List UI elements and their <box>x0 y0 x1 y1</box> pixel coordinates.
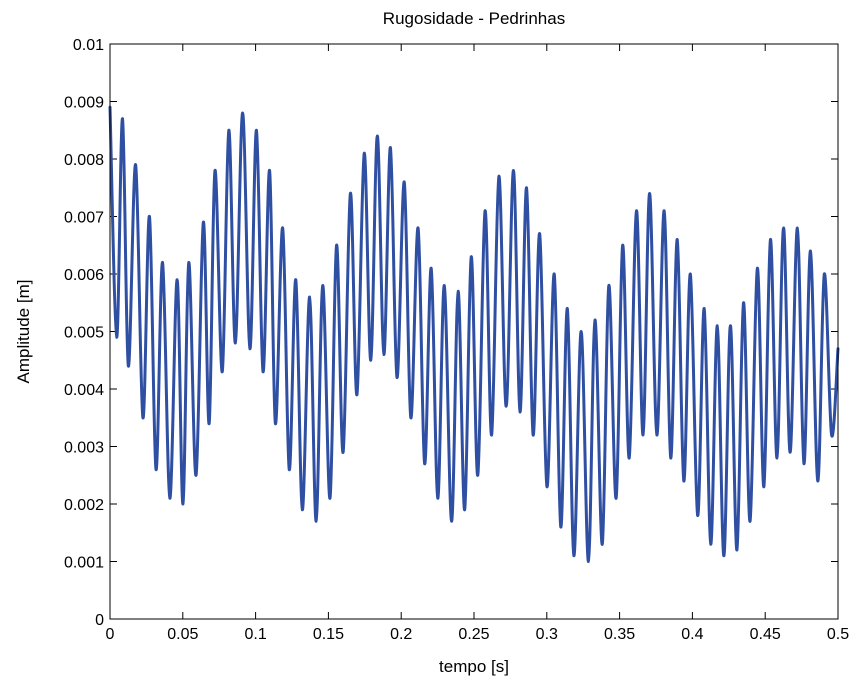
y-tick-label: 0.001 <box>64 555 104 572</box>
x-tick-label: 0 <box>106 626 115 643</box>
x-tick-label: 0.25 <box>458 626 489 643</box>
x-tick-label: 0.5 <box>827 626 849 643</box>
x-tick-label: 0.3 <box>536 626 558 643</box>
y-tick-label: 0 <box>95 612 104 629</box>
series-layer <box>108 105 840 564</box>
x-tick-label: 0.15 <box>313 626 344 643</box>
x-tick-label: 0.2 <box>390 626 412 643</box>
y-tick-labels: 0 0.001 0.002 0.003 0.004 0.005 0.006 0.007 0.00… <box>64 37 104 629</box>
x-axis-title: tempo [s] <box>439 657 509 676</box>
y-tick-label: 0.008 <box>64 152 104 169</box>
series-line <box>108 105 840 564</box>
chart-title: Rugosidade - Pedrinhas <box>383 9 565 28</box>
x-tick-label: 0.45 <box>750 626 781 643</box>
plot-frame <box>109 43 839 620</box>
y-axis-title: Amplitude [m] <box>14 280 33 384</box>
x-tick-label: 0.35 <box>604 626 635 643</box>
y-tick-label: 0.009 <box>64 95 104 112</box>
x-tick-labels: 0 0.05 0.1 0.15 0.2 0.25 0.3 0.35 0.4 0.45 0.5 <box>106 626 850 643</box>
y-tick-label: 0.002 <box>64 497 104 514</box>
x-tick-label: 0.05 <box>167 626 198 643</box>
y-tick-label: 0.003 <box>64 440 104 457</box>
y-tick-label: 0.01 <box>73 37 104 54</box>
x-tick-label: 0.1 <box>244 626 266 643</box>
y-tick-label: 0.006 <box>64 267 104 284</box>
x-tick-label: 0.4 <box>681 626 703 643</box>
y-tick-label: 0.005 <box>64 325 104 342</box>
y-tick-label: 0.007 <box>64 210 104 227</box>
y-tick-label: 0.004 <box>64 382 104 399</box>
